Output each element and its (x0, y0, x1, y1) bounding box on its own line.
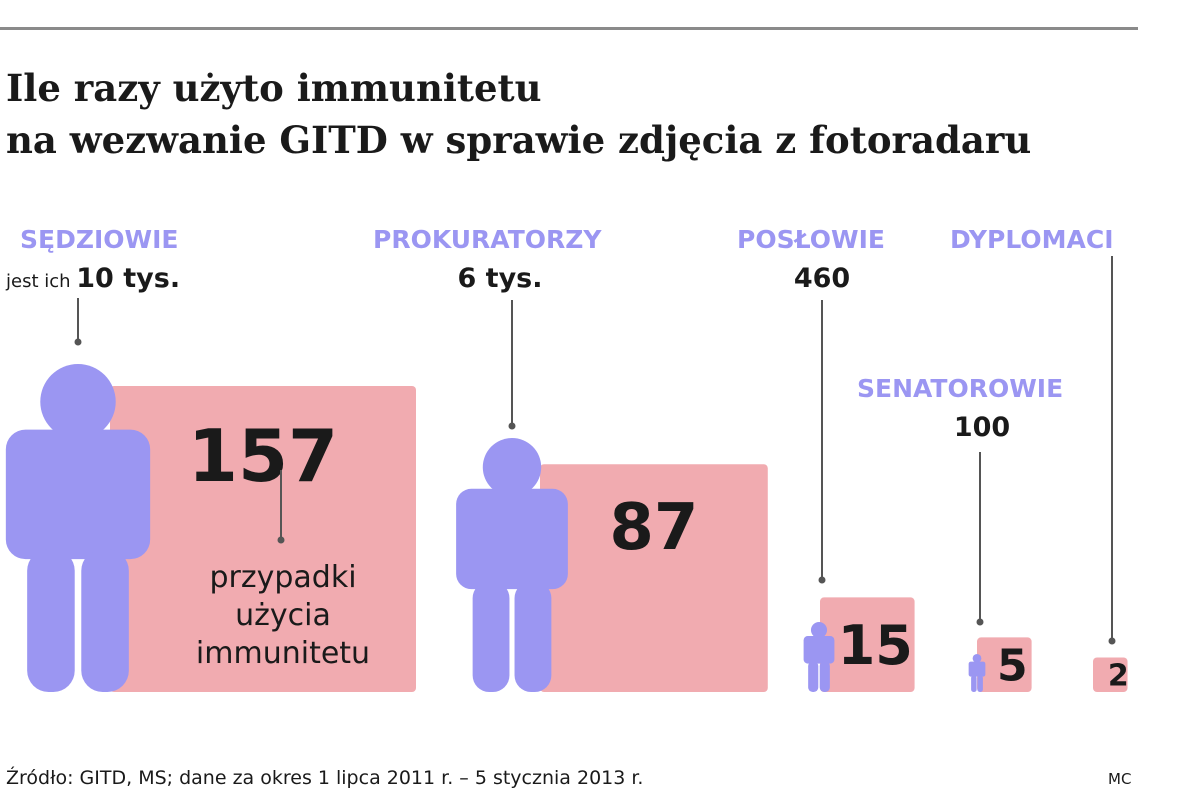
group-0-person-icon-leg-left (27, 549, 75, 692)
group-1-person-icon (456, 438, 568, 692)
group-2-bar (820, 597, 915, 692)
group-3-person-icon (968, 654, 986, 692)
group-3-person-icon-leg-right (977, 675, 983, 692)
group-1-bar (540, 464, 768, 692)
group-0-value-label: 157 (188, 414, 338, 498)
group-2-person-icon-torso (803, 636, 835, 664)
leader-senatorowie-dot (976, 618, 984, 626)
author-credit: MC (1108, 770, 1132, 788)
source-note: Źródło: GITD, MS; dane za okres 1 lipca … (6, 767, 644, 789)
annotation-line-2: użycia (235, 598, 331, 633)
leader-dyplomaci-dot (1108, 637, 1116, 645)
group-0-person-icon-torso (5, 429, 151, 560)
group-3-size-label: 100 (954, 412, 1010, 443)
group-3-value-label: 5 (997, 641, 1028, 692)
group-3-person-icon-leg-left (971, 675, 977, 692)
top-rule (0, 27, 1138, 30)
group-2-person-icon-leg-right (819, 661, 830, 692)
group-4-bar (1093, 657, 1128, 692)
group-2-person-icon-leg-left (808, 661, 819, 692)
group-1-person-icon-head (482, 438, 542, 497)
group-3-person-icon-torso (968, 661, 986, 677)
leader-prokuratorzy-dot (508, 422, 516, 430)
group-4-value-label: 2 (1108, 659, 1129, 694)
group-1-person-icon-leg-left (472, 581, 510, 692)
group-1-category-label: PROKURATORZY (373, 225, 602, 254)
group-0-person-icon (5, 364, 151, 692)
group-1-person-icon-leg-right (514, 581, 552, 692)
leader-poslowie-dot (818, 576, 826, 584)
group-2-category-label: POSŁOWIE (737, 225, 885, 254)
leader-sedziowie-dot (74, 338, 82, 346)
group-1-size-label: 6 tys. (457, 263, 542, 294)
group-3-category-label: SENATOROWIE (857, 374, 1063, 403)
title-line-1: Ile razy użyto immunitetu (6, 66, 542, 110)
group-2-value-label: 15 (838, 614, 913, 677)
group-2-size-label: 460 (794, 263, 850, 294)
group-0-person-icon-leg-right (81, 549, 129, 692)
group-1-value-label: 87 (609, 491, 698, 565)
leader-annotation-dot (277, 536, 285, 544)
group-2-person-icon (803, 622, 835, 692)
group-4-category-label: DYPLOMACI (950, 225, 1114, 254)
group-0-bar (110, 386, 416, 692)
group-3-bar (977, 637, 1032, 692)
group-0-person-icon-head (40, 364, 116, 440)
annotation-line-3: immunitetu (196, 636, 370, 671)
chart-title: Ile razy użyto immunitetu na wezwanie GI… (6, 62, 1156, 166)
group-0-category-label: SĘDZIOWIE (20, 225, 178, 254)
group-2-person-icon-head (810, 622, 828, 639)
annotation-line-1: przypadki (209, 560, 356, 595)
group-3-person-icon-head (972, 654, 982, 663)
group-1-person-icon-torso (456, 488, 568, 590)
group-0-size-label: jest ich 10 tys. (5, 263, 180, 294)
title-line-2: na wezwanie GITD w sprawie zdjęcia z fot… (6, 118, 1032, 162)
